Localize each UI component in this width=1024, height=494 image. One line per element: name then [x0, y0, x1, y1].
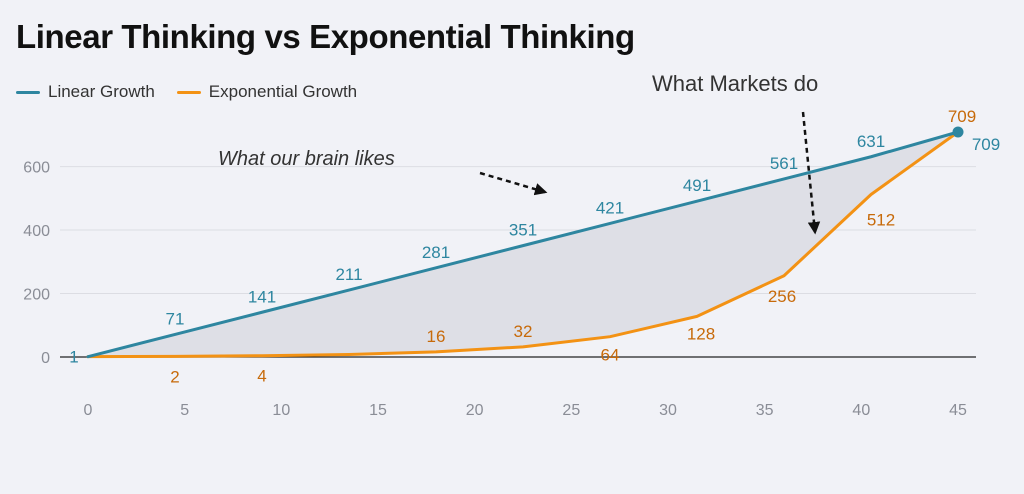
- data-label-exponential: 2: [170, 367, 179, 386]
- data-label-linear: 491: [683, 176, 711, 195]
- data-label-exponential: 4: [257, 367, 266, 386]
- data-label-linear: 561: [770, 154, 798, 173]
- data-label-linear: 709: [972, 135, 1000, 154]
- series-line-exponential: [86, 130, 960, 359]
- y-tick-label: 400: [23, 223, 50, 240]
- data-label-linear: 211: [335, 265, 362, 284]
- annotation-arrow-markets: [801, 111, 821, 235]
- data-label-exponential: 512: [867, 211, 895, 230]
- x-tick-label: 35: [756, 402, 774, 419]
- annotation-arrow-brain: [479, 171, 548, 196]
- series-line-linear: [86, 130, 960, 359]
- chart-title: Linear Thinking vs Exponential Thinking: [16, 18, 635, 55]
- end-point-marker: [952, 126, 964, 138]
- x-tick-label: 10: [272, 402, 290, 419]
- data-label-exponential: 128: [687, 324, 715, 343]
- data-label-linear: 281: [422, 243, 450, 262]
- legend-label-linear: Linear Growth: [48, 82, 155, 101]
- gap-area: [88, 132, 958, 357]
- data-label-linear: 1: [69, 348, 78, 367]
- x-tick-label: 0: [84, 402, 93, 419]
- legend-swatch-linear: [16, 90, 40, 94]
- x-tick-label: 30: [659, 402, 677, 419]
- legend-item-linear[interactable]: Linear Growth: [16, 82, 155, 102]
- legend-swatch-exponential: [176, 90, 201, 94]
- x-tick-label: 5: [180, 402, 189, 419]
- data-label-linear: 71: [166, 309, 185, 328]
- data-label-exponential: 32: [514, 322, 533, 341]
- y-tick-label: 200: [23, 287, 50, 304]
- data-label-linear: 421: [596, 198, 624, 217]
- x-tick-label: 25: [562, 402, 580, 419]
- legend-label-exponential: Exponential Growth: [208, 82, 358, 101]
- legend: Linear Growth Exponential Growth: [16, 82, 379, 102]
- data-label-linear: 351: [509, 221, 537, 240]
- x-tick-label: 15: [369, 402, 387, 419]
- x-tick-label: 45: [949, 402, 967, 419]
- annotation-brain: What our brain likes: [218, 148, 395, 170]
- data-label-exponential: 64: [601, 346, 620, 365]
- data-label-linear: 631: [857, 132, 885, 151]
- data-label-exponential: 256: [768, 287, 796, 306]
- x-tick-label: 40: [852, 402, 870, 419]
- data-label-exponential: 16: [427, 327, 446, 346]
- annotation-markets: What Markets do: [652, 71, 818, 96]
- x-tick-label: 20: [466, 402, 484, 419]
- y-tick-label: 0: [41, 350, 50, 367]
- y-tick-label: 600: [23, 160, 50, 177]
- data-label-linear: 141: [248, 287, 276, 306]
- legend-item-exponential[interactable]: Exponential Growth: [176, 82, 358, 102]
- data-label-exponential: 709: [948, 107, 976, 126]
